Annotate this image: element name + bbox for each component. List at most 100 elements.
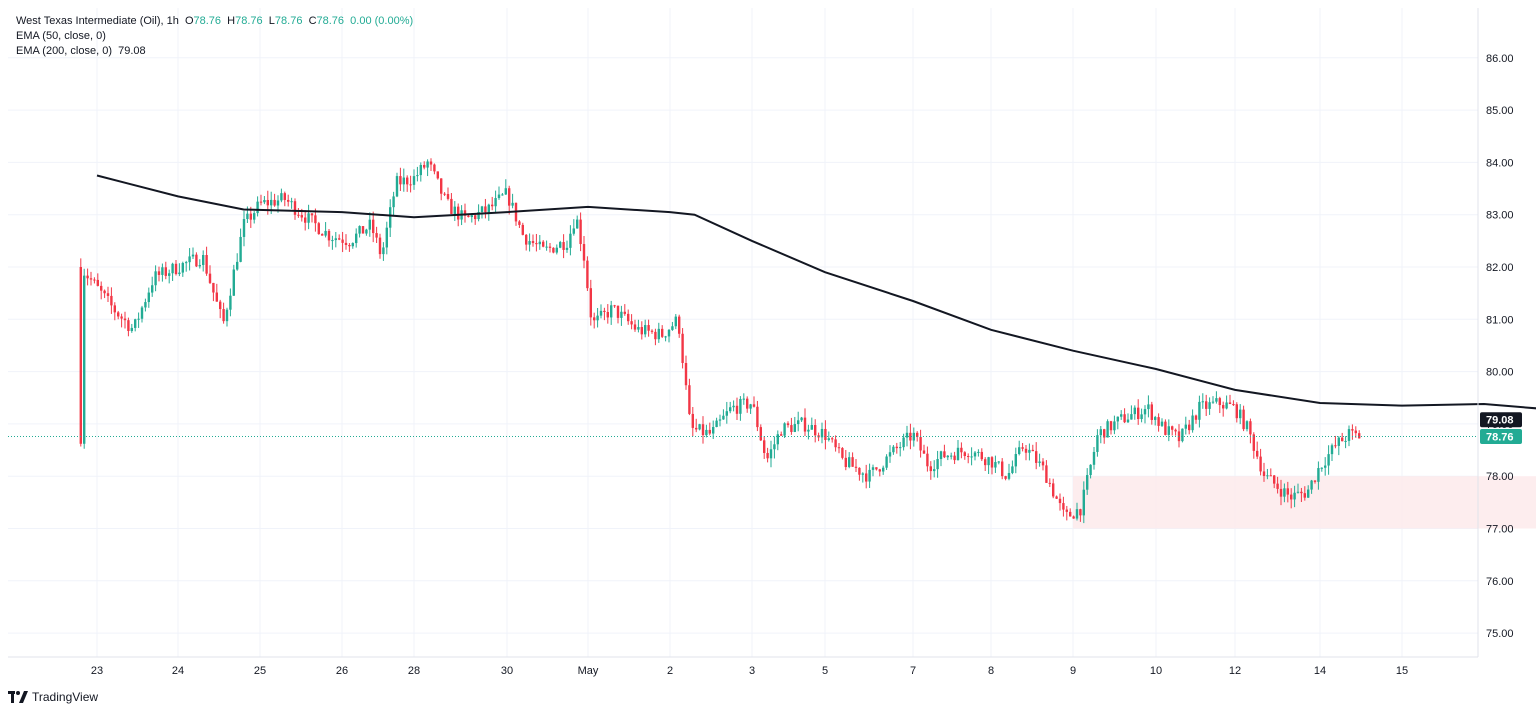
candle-body (681, 333, 684, 363)
chart-legend: West Texas Intermediate (Oil), 1h O78.76… (16, 14, 413, 59)
candle-body (1194, 415, 1198, 420)
candle-body (1293, 492, 1296, 500)
candle-body (572, 228, 575, 234)
x-tick-label: May (578, 665, 599, 677)
candle-body (1191, 415, 1194, 431)
y-axis[interactable]: 75.0076.0077.0078.0079.0080.0081.0082.00… (1486, 53, 1514, 640)
candle-body (827, 438, 830, 440)
legend-symbol-row[interactable]: West Texas Intermediate (Oil), 1h O78.76… (16, 14, 413, 29)
candle-body (96, 279, 99, 286)
candle-body (1041, 461, 1045, 466)
candle-body (1283, 488, 1286, 497)
candle-body (1286, 488, 1289, 495)
candle-body (222, 309, 225, 322)
ema200-price-tag: 79.08 (1480, 412, 1522, 428)
candle-body (1184, 424, 1187, 429)
candle-body (1276, 483, 1279, 489)
candle-body (484, 206, 487, 213)
candle-body (1150, 404, 1153, 420)
candle-body (134, 319, 137, 328)
candle-body (120, 316, 123, 319)
candle-body (225, 309, 229, 322)
legend-ema50-row[interactable]: EMA (50, close, 0) (16, 29, 413, 44)
candle-body (1011, 466, 1014, 473)
candle-body (756, 406, 759, 428)
candle-body (1157, 417, 1160, 426)
candle-body (1307, 489, 1310, 498)
candle-body (253, 213, 256, 220)
candle-body (916, 432, 919, 438)
candle-body (844, 457, 847, 468)
candle-body (1188, 424, 1191, 431)
candle-body (769, 449, 773, 459)
x-tick-label: 15 (1396, 665, 1408, 677)
candle-body (93, 279, 96, 281)
candle-body (416, 175, 419, 177)
candle-body (763, 440, 766, 453)
candle-body (127, 320, 130, 332)
candle-body (1174, 429, 1177, 432)
candle-body (800, 417, 803, 421)
candle-body (1222, 405, 1225, 409)
candle-body (528, 241, 531, 245)
candle-body (586, 260, 589, 289)
candle-body (389, 207, 392, 228)
candle-body (130, 327, 133, 332)
ohlc-close: C78.76 (308, 15, 345, 27)
x-axis[interactable]: 23 24 25 26 28 30 May 2 3 5 7 8 9 10 12 14 15 (91, 665, 1408, 677)
candle-body (695, 427, 698, 430)
candle-body (1300, 491, 1303, 494)
candle-body (1181, 428, 1184, 442)
candle-body (147, 292, 150, 303)
candle-body (1341, 437, 1344, 442)
y-tick-label: 80.00 (1486, 367, 1514, 379)
candle-body (739, 398, 742, 414)
candle-body (1324, 465, 1327, 468)
candle-body (967, 456, 970, 458)
candle-body (402, 177, 405, 185)
candle-body (888, 452, 892, 457)
candle-body (960, 447, 963, 453)
x-tick-label: 23 (91, 665, 103, 677)
candle-body (1218, 398, 1221, 406)
candle-body (616, 305, 620, 318)
candle-body (433, 164, 436, 172)
candle-body (249, 213, 252, 220)
candle-body (100, 285, 103, 291)
candle-body (477, 211, 480, 220)
candle-body (1103, 429, 1106, 438)
candle-body (1249, 421, 1252, 435)
tradingview-branding[interactable]: TradingView (8, 690, 98, 704)
candle-body (1065, 509, 1068, 512)
candle-body (157, 271, 161, 275)
candle-body (181, 263, 184, 273)
candle-body (314, 215, 317, 224)
candle-body (909, 432, 912, 441)
candle-body (542, 241, 545, 247)
candle-body (531, 241, 535, 244)
candle-body (280, 193, 283, 201)
candle-body (446, 194, 450, 199)
y-tick-label: 76.00 (1486, 576, 1514, 588)
ema50-label: EMA (50, close, 0) (16, 30, 106, 42)
candle-body (650, 330, 654, 332)
legend-ema200-row[interactable]: EMA (200, close, 0) 79.08 (16, 44, 413, 59)
candle-body (943, 451, 946, 458)
x-tick-label: 14 (1314, 665, 1326, 677)
candle-body (494, 198, 497, 207)
candle-body (1099, 429, 1102, 436)
candle-body (576, 219, 579, 229)
candle-body (990, 457, 994, 468)
symbol-title: West Texas Intermediate (Oil), 1h (16, 15, 179, 27)
candle-body (1143, 409, 1147, 415)
candle-body (647, 325, 650, 331)
candle-body (423, 164, 426, 168)
candle-body (664, 336, 667, 338)
candle-body (746, 398, 749, 409)
candle-body (229, 295, 232, 310)
candle-body (1072, 516, 1075, 519)
candle-body (487, 204, 490, 213)
x-tick-label: 25 (254, 665, 266, 677)
candle-body (633, 324, 637, 330)
